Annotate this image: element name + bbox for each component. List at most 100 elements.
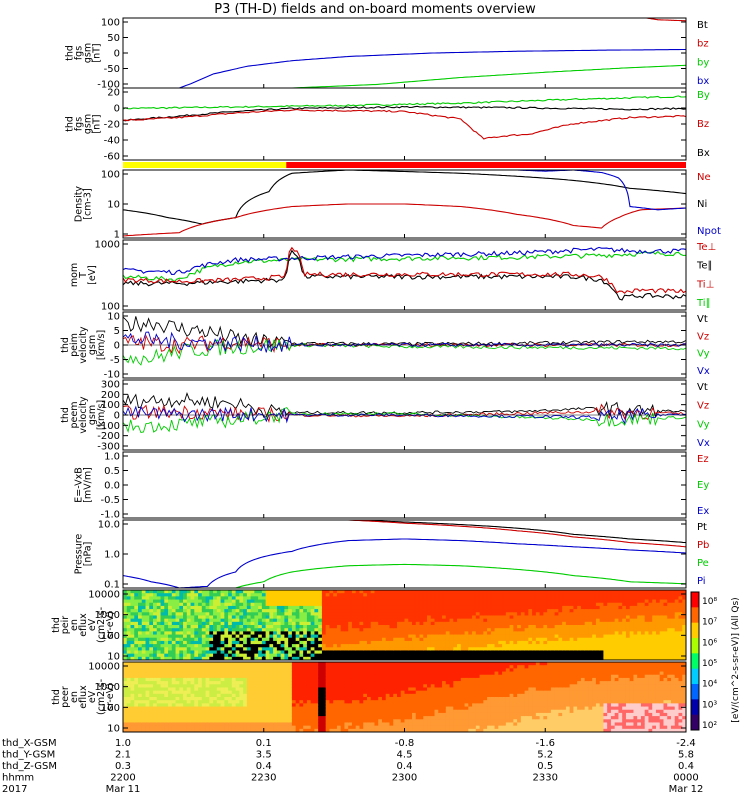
heatmap-cell — [430, 596, 436, 601]
heatmap-cell — [134, 712, 139, 717]
heatmap-cell — [652, 640, 657, 645]
heatmap-cell — [475, 653, 481, 658]
y-tick-label: 10.0 — [98, 520, 120, 531]
heatmap-cell — [145, 674, 150, 679]
heatmap-cell — [145, 625, 150, 629]
heatmap-cell — [348, 668, 353, 673]
heatmap-cell — [265, 593, 270, 597]
heatmap-cell — [258, 712, 263, 717]
heatmap-cell — [160, 631, 165, 636]
heatmap-cell — [460, 596, 466, 601]
heatmap-cell — [258, 693, 263, 698]
heatmap-cell — [494, 637, 499, 642]
heatmap-cell — [276, 712, 282, 717]
heatmap-cell — [558, 596, 563, 601]
heatmap-cell — [517, 590, 522, 594]
heatmap-cell — [153, 640, 158, 645]
heatmap-cell — [562, 647, 567, 651]
heatmap-cell — [348, 706, 353, 711]
heatmap-cell — [457, 653, 462, 658]
heatmap-cell — [201, 665, 207, 669]
heatmap-cell — [569, 618, 574, 623]
panel-5 — [122, 239, 687, 311]
heatmap-cell — [460, 615, 466, 620]
heatmap-cell — [558, 615, 563, 620]
heatmap-cell — [577, 637, 582, 642]
heatmap-cell — [205, 618, 210, 623]
heatmap-cell — [149, 599, 154, 604]
heatmap-cell — [314, 637, 319, 642]
heatmap-cell — [355, 640, 360, 645]
heatmap-cell — [130, 668, 135, 673]
heatmap-cell — [224, 728, 229, 733]
heatmap-cell — [592, 634, 597, 639]
heatmap-cell — [404, 590, 409, 594]
heatmap-cell — [370, 693, 375, 698]
heatmap-cell — [295, 656, 300, 661]
heatmap-cell — [340, 725, 345, 730]
heatmap-cell — [667, 602, 672, 607]
heatmap-cell — [340, 697, 345, 701]
heatmap-cell — [310, 671, 315, 676]
heatmap-cell — [427, 621, 432, 626]
heatmap-cell — [171, 668, 177, 673]
heatmap-cell — [235, 719, 240, 723]
heatmap-cell — [640, 637, 646, 642]
heatmap-cell — [573, 621, 578, 626]
heatmap-cell — [427, 653, 432, 658]
heatmap-cell — [284, 728, 289, 733]
heatmap-cell — [348, 690, 353, 695]
heatmap-cell — [138, 644, 143, 648]
heatmap-cell — [201, 722, 207, 727]
heatmap-cell — [168, 712, 173, 717]
heatmap-cell — [306, 697, 312, 701]
heatmap-cell — [168, 653, 173, 658]
heatmap-cell — [667, 590, 672, 594]
heatmap-cell — [123, 612, 128, 616]
heatmap-cell — [505, 618, 511, 623]
heatmap-cell — [479, 618, 484, 623]
heatmap-cell — [663, 637, 668, 642]
heatmap-cell — [494, 609, 499, 613]
heatmap-cell — [483, 647, 488, 651]
heatmap-cell — [201, 671, 207, 676]
heatmap-cell — [224, 700, 229, 704]
heatmap-cell — [625, 625, 631, 629]
heatmap-cell — [517, 609, 522, 613]
heatmap-cell — [580, 650, 586, 655]
heatmap-cell — [644, 647, 649, 651]
heatmap-cell — [528, 593, 533, 597]
heatmap-cell — [123, 671, 128, 676]
heatmap-cell — [344, 703, 349, 708]
heatmap-cell — [164, 628, 169, 632]
heatmap-cell — [276, 719, 282, 723]
heatmap-cell — [291, 693, 297, 698]
heatmap-cell — [310, 605, 315, 610]
heatmap-cell — [614, 596, 619, 601]
heatmap-cell — [565, 644, 571, 648]
heatmap-cell — [310, 662, 315, 666]
heatmap-cell — [318, 599, 323, 604]
heatmap-cell — [250, 674, 255, 679]
heatmap-cell — [453, 615, 458, 620]
heatmap-cell — [457, 612, 462, 616]
heatmap-cell — [490, 621, 496, 626]
heatmap-cell — [168, 693, 173, 698]
heatmap-cell — [295, 609, 300, 613]
heatmap-cell — [336, 712, 342, 717]
heatmap-cell — [490, 634, 496, 639]
heatmap-cell — [610, 615, 616, 620]
heatmap-cell — [378, 596, 383, 601]
heatmap-cell — [310, 728, 315, 733]
heatmap-cell — [584, 596, 589, 601]
heatmap-cell — [348, 712, 353, 717]
heatmap-cell — [363, 602, 368, 607]
heatmap-cell — [404, 602, 409, 607]
heatmap-cell — [535, 609, 541, 613]
legend-entry: by — [697, 57, 709, 68]
heatmap-cell — [363, 677, 368, 682]
heatmap-cell — [250, 722, 255, 727]
heatmap-cell — [333, 605, 338, 610]
heatmap-cell — [231, 684, 237, 688]
heatmap-cell — [336, 628, 342, 632]
